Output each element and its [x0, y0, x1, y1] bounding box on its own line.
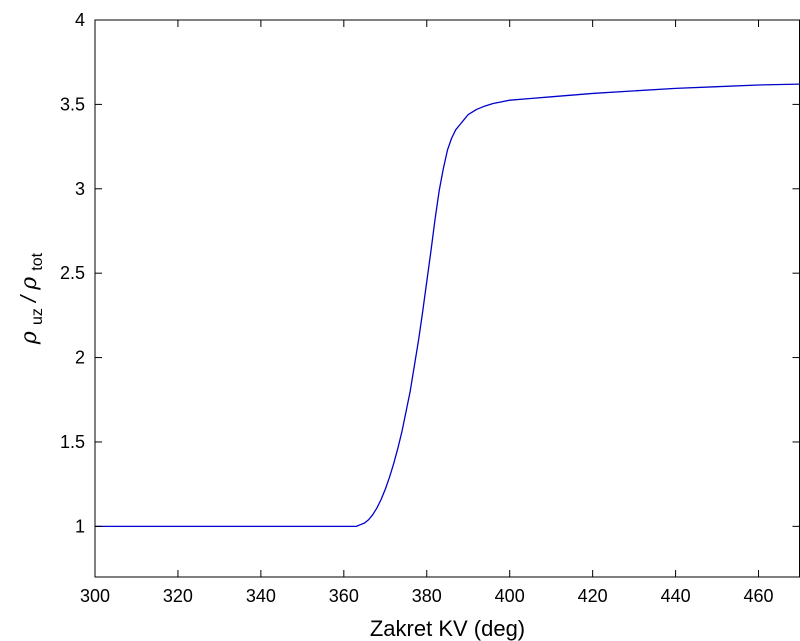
x-tick-label: 360 [329, 586, 359, 606]
x-tick-label: 380 [412, 586, 442, 606]
y-axis-label-rho1: ρ [17, 331, 42, 345]
y-axis-label-separator: / [16, 294, 41, 304]
y-tick-label: 1.5 [60, 432, 85, 452]
y-axis-label-sub2: tot [29, 252, 46, 270]
y-tick-label: 3.5 [60, 94, 85, 114]
x-axis-label: Zakret KV (deg) [370, 616, 525, 641]
y-axis-label: ρ uz / ρ tot [16, 252, 47, 345]
x-tick-label: 460 [744, 586, 774, 606]
y-tick-label: 4 [75, 10, 85, 30]
y-tick-label: 2.5 [60, 263, 85, 283]
x-tick-label: 300 [80, 586, 110, 606]
y-axis-label-sub1: uz [29, 308, 46, 325]
series-layer [95, 83, 800, 528]
plot-area [95, 20, 800, 577]
x-tick-label: 340 [246, 586, 276, 606]
x-tick-label: 420 [578, 586, 608, 606]
x-tick-label: 400 [495, 586, 525, 606]
y-tick-label: 2 [75, 348, 85, 368]
series-line [95, 83, 800, 528]
y-tick-label: 1 [75, 516, 85, 536]
x-tick-label: 440 [661, 586, 691, 606]
x-tick-label: 320 [163, 586, 193, 606]
y-tick-label: 3 [75, 179, 85, 199]
ticks-layer: 300 320 340 360 380 400 420 440 460 1 1.5 2 2.5 3 3.5 4 [60, 10, 800, 606]
y-axis-label-rho2: ρ [17, 277, 42, 291]
